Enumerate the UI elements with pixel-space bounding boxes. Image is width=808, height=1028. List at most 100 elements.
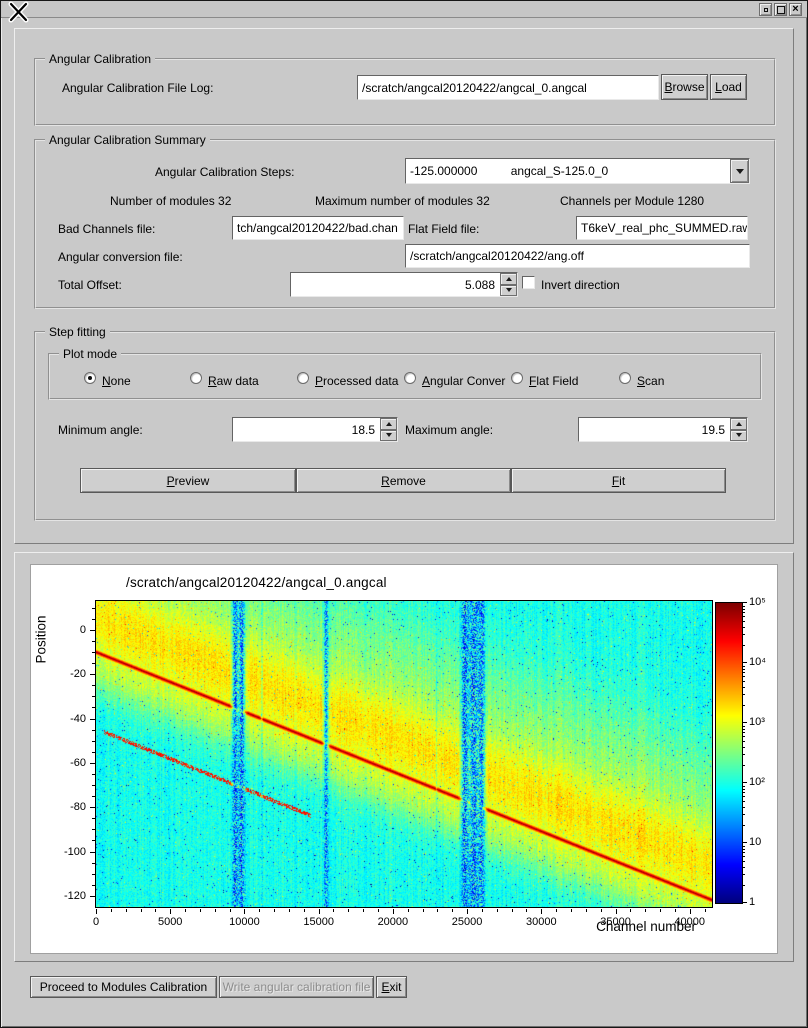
y-minor-tick (92, 707, 96, 709)
angular-conversion-value: /scratch/angcal20120422/ang.off (410, 249, 584, 263)
browse-button[interactable]: Browse (661, 74, 708, 100)
x-minor-tick (511, 909, 513, 912)
y-tick-label: -80 (70, 801, 86, 814)
x-minor-tick (407, 909, 409, 912)
radio-processed-data[interactable] (297, 372, 309, 384)
x-tick-label: 10000 (229, 916, 260, 928)
x-minor-tick (600, 909, 602, 912)
total-offset-spinbox[interactable]: 5.088 (290, 272, 518, 297)
colorbar-minor-tick (743, 612, 745, 614)
fit-button[interactable]: Fit (511, 468, 726, 493)
spin-down-button[interactable] (500, 284, 517, 296)
colorbar-tick-label: 1 (749, 896, 756, 908)
y-tick-label: -40 (70, 712, 86, 725)
spin-up-button[interactable] (380, 418, 397, 430)
file-log-input[interactable]: /scratch/angcal20120422/angcal_0.angcal (357, 75, 659, 100)
x-minor-tick (556, 909, 558, 912)
colorbar-minor-tick (743, 704, 745, 706)
radio-angular-conversion[interactable] (404, 372, 416, 384)
angular-conversion-input[interactable]: /scratch/angcal20120422/ang.off (405, 244, 750, 268)
y-tick (90, 851, 96, 853)
x-minor-tick (303, 909, 305, 912)
arrow-up-icon (385, 419, 392, 427)
radio-flat-field[interactable] (511, 372, 523, 384)
x-minor-tick (674, 909, 676, 912)
maximize-button[interactable] (774, 3, 787, 16)
max-angle-spin-arrows (730, 418, 747, 441)
spin-up-button[interactable] (500, 273, 517, 285)
x-minor-tick (378, 909, 380, 912)
radio-processed-data-label[interactable]: Processed data (315, 374, 399, 388)
exit-button[interactable]: Exit (376, 976, 407, 998)
colorbar-minor-tick (743, 874, 745, 876)
colorbar-tick (743, 842, 747, 843)
bad-channels-input[interactable]: tch/angcal20120422/bad.chan (232, 216, 404, 240)
file-log-value: /scratch/angcal20120422/angcal_0.angcal (362, 80, 587, 95)
x-minor-tick (125, 909, 127, 912)
plot-panel: /scratch/angcal20120422/angcal_0.angcal … (30, 564, 778, 954)
radio-scan[interactable] (619, 372, 631, 384)
min-angle-spinbox[interactable]: 18.5 (232, 417, 398, 442)
x-tick-label: 15000 (303, 916, 334, 928)
minimize-button[interactable] (759, 3, 772, 16)
close-button[interactable]: × (789, 3, 802, 16)
angular-calibration-group: Angular Calibration (34, 52, 776, 126)
x-tick (96, 909, 97, 914)
y-tick (90, 762, 96, 764)
spin-up-button[interactable] (730, 418, 747, 430)
y-minor-tick (92, 663, 96, 665)
proceed-modules-calibration-button[interactable]: Proceed to Modules Calibration (30, 976, 217, 998)
y-minor-tick (92, 818, 96, 820)
spin-down-button[interactable] (730, 429, 747, 441)
radio-flat-field-label[interactable]: Flat Field (529, 374, 579, 388)
invert-direction-label[interactable]: Invert direction (541, 278, 620, 292)
x-tick (170, 909, 172, 914)
y-minor-tick (92, 785, 96, 787)
plot-mode-group: Plot mode (48, 347, 762, 400)
min-angle-value: 18.5 (351, 422, 375, 437)
spin-down-button[interactable] (380, 429, 397, 441)
steps-combobox[interactable]: -125.000000 angcal_S-125.0_0 (405, 158, 750, 184)
colorbar-minor-tick (743, 788, 745, 790)
flat-field-input[interactable]: T6keV_real_phc_SUMMED.raw (576, 216, 748, 240)
colorbar-minor-tick (743, 725, 745, 727)
invert-direction-checkbox[interactable] (522, 276, 535, 289)
load-button[interactable]: Load (710, 74, 747, 100)
plot-outer-panel (14, 552, 794, 962)
y-tick-label: -20 (70, 668, 86, 681)
colorbar-minor-tick (743, 845, 745, 847)
remove-button[interactable]: Remove (296, 468, 511, 493)
colorbar-tick-label: 10² (749, 776, 765, 788)
x-minor-tick (333, 909, 335, 912)
x-minor-tick (704, 909, 706, 912)
chevron-down-icon (735, 168, 744, 178)
radio-raw-data-label[interactable]: Raw data (208, 374, 259, 388)
x-minor-tick (110, 909, 112, 912)
max-angle-spinbox[interactable]: 19.5 (578, 417, 748, 442)
browse-button-label: Browse (664, 80, 705, 94)
titlebar[interactable]: × (1, 1, 807, 18)
write-angular-calibration-file-button[interactable]: Write angular calibration file (219, 976, 374, 998)
radio-scan-label[interactable]: Scan (637, 374, 665, 388)
radio-raw-data[interactable] (190, 372, 202, 384)
colorbar-minor-tick (743, 621, 745, 623)
y-minor-tick (92, 751, 96, 753)
radio-angular-conversion-label[interactable]: Angular Conver (422, 374, 506, 388)
colorbar-tick-label: 10⁴ (749, 656, 766, 668)
y-minor-tick (92, 796, 96, 798)
x-minor-tick (363, 909, 365, 912)
colorbar-minor-tick (743, 866, 745, 868)
colorbar-minor-tick (743, 824, 745, 826)
x-minor-tick (422, 909, 424, 912)
preview-button[interactable]: Preview (80, 468, 296, 493)
radio-none-label[interactable]: None (102, 374, 131, 388)
x-minor-tick (185, 909, 187, 912)
x-minor-tick (348, 909, 350, 912)
plot-mode-group-title: Plot mode (59, 347, 122, 361)
steps-combobox-dropdown-button[interactable] (730, 159, 749, 183)
x-tick-label: 40000 (674, 916, 706, 928)
exit-button-label: Exit (381, 980, 402, 994)
proceed-button-label: Proceed to Modules Calibration (39, 980, 208, 994)
radio-none[interactable] (84, 372, 96, 384)
summary-group-title: Angular Calibration Summary (45, 133, 210, 147)
